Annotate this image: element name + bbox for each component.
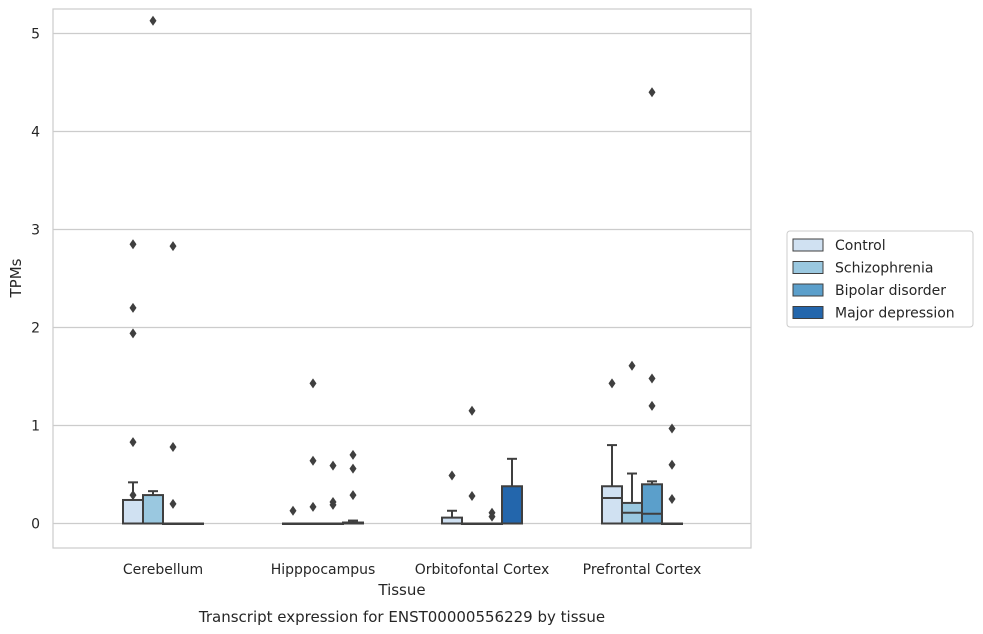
box [441,509,463,525]
box [182,522,204,525]
box [322,522,344,525]
legend-swatch [792,238,824,252]
box-body [142,494,164,525]
x-tick-label: Cerebellum [123,562,203,578]
box [282,522,304,525]
outlier-point [608,378,616,389]
y-tick-label: 3 [31,223,40,239]
boxes-layer [122,444,683,525]
outlier-point [129,239,137,250]
box [302,522,324,525]
outlier-point [169,442,177,453]
chart-caption: Transcript expression for ENST0000055622… [198,608,605,626]
y-tick-label: 5 [31,27,40,43]
y-tick-label: 1 [31,419,40,435]
x-tick-label: Hipppocampus [271,562,376,578]
legend-swatch [792,283,824,297]
outlier-point [628,360,636,371]
outliers-layer [129,15,676,522]
outlier-point [648,373,656,384]
legend-entry: Major depression [835,306,955,322]
legend-entry: Bipolar disorder [835,283,946,299]
y-axis-label: TPMs [7,258,25,298]
legend-swatch [792,261,824,274]
x-tick-label: Prefrontal Cortex [583,562,702,578]
outlier-point [309,455,317,466]
outlier-point [289,505,297,516]
box [342,519,364,525]
y-tick-label: 4 [31,125,40,141]
box [142,490,164,525]
outlier-point [648,400,656,411]
outlier-point [468,405,476,416]
legend-entry: Schizophrenia [835,261,933,277]
outlier-point [129,437,137,448]
outlier-point [488,511,496,522]
box-body [601,485,623,525]
x-tick-label: Orbitofontal Cortex [415,562,550,578]
outlier-point [668,494,676,504]
box [481,522,503,525]
x-tick-labels: Cerebellum Hipppocampus Orbitofontal Corte… [123,562,701,578]
legend-swatch [792,306,824,319]
outlier-point [349,449,357,460]
y-tick-labels: 0 1 2 3 4 5 [31,27,40,533]
outlier-point [468,491,476,502]
outlier-point [129,490,137,501]
box [162,522,184,525]
legend-entry: Control [835,238,886,254]
legend-frame [786,230,974,328]
box [501,457,523,525]
y-tick-label: 0 [31,517,40,533]
plot-background [53,9,751,548]
y-tick-label: 2 [31,321,40,337]
outlier-point [668,459,676,470]
box [661,522,683,525]
outlier-point [329,460,337,471]
outlier-point [329,499,337,510]
x-axis-label: Tissue [377,581,425,599]
outlier-point [309,378,317,389]
outlier-point [149,15,157,26]
outlier-point [648,87,656,98]
outlier-point [169,241,177,252]
outlier-point [349,490,357,501]
plot-frame [52,8,752,549]
outlier-point [169,498,177,509]
outlier-point [309,501,317,512]
box-body [641,483,663,525]
box-body [501,485,523,525]
outlier-point [129,302,137,313]
box [641,480,663,525]
box-body [122,498,144,525]
box [601,444,623,525]
outlier-point [129,328,137,339]
box [461,522,483,525]
legend: Control Schizophrenia Bipolar disorder Majo… [786,230,974,328]
outlier-point [448,470,456,481]
outlier-point [349,463,357,474]
outlier-point [668,423,676,434]
